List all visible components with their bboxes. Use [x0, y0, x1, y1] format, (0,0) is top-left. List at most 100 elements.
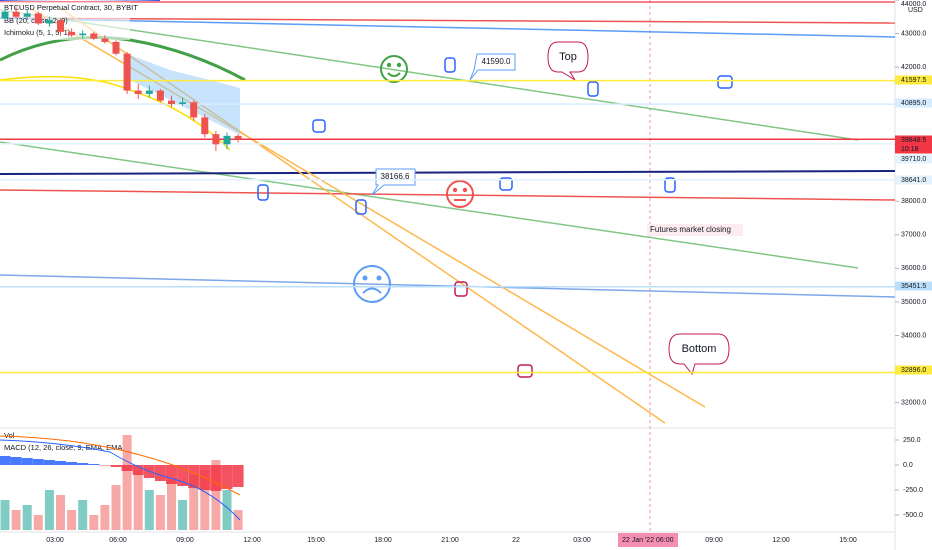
macd-bar — [32, 459, 44, 465]
volume-bar — [155, 495, 165, 530]
candle-body — [156, 90, 164, 101]
price-tick-label: 35000.0 — [901, 299, 926, 306]
level-label: 39710.0 — [901, 156, 926, 163]
macd-bar — [210, 465, 222, 491]
volume-bar — [167, 480, 176, 530]
level-label: 41597.5 — [901, 77, 926, 84]
candle-body — [101, 38, 109, 42]
trend-line — [0, 9, 859, 141]
candle-body — [112, 41, 120, 54]
volume-bar — [233, 510, 243, 530]
volume-bar — [222, 490, 232, 530]
volume-bar — [111, 485, 121, 530]
level-label: 38641.0 — [901, 177, 926, 184]
macd-bar — [166, 465, 177, 484]
cursor-date: 22 Jan '22 — [622, 537, 654, 544]
macd-bar — [99, 465, 111, 466]
candle-body — [190, 102, 198, 118]
candle-body — [68, 31, 76, 36]
indicator-label: Ichimoku (5, 1, 5, 1) — [4, 28, 71, 37]
hand-icons — [257, 57, 733, 215]
price-tick-label: 43000.0 — [901, 30, 926, 37]
trend-line — [0, 141, 859, 269]
time-label: 15:00 — [839, 537, 857, 544]
bubble-text: Bottom — [682, 343, 717, 355]
price-tick-label: 32000.0 — [901, 399, 926, 406]
level-label: 35451.5 — [901, 283, 926, 290]
time-label: 06:00 — [109, 537, 127, 544]
volume-bar — [133, 470, 143, 530]
volume-bar — [0, 500, 10, 530]
macd-line — [0, 439, 241, 521]
candle-body — [1, 11, 9, 19]
macd-bar — [55, 461, 66, 465]
time-label: 03:00 — [573, 537, 591, 544]
candle-body — [134, 90, 142, 94]
level-label: 32896.0 — [901, 367, 926, 374]
pane-label: MACD (12, 26, close, 9, EMA, EMA) — [4, 443, 125, 452]
note-text: Futures market closing — [650, 225, 731, 234]
level-label-bg — [895, 135, 932, 154]
price-tick-label: 44000.0 — [901, 1, 926, 8]
icons — [257, 55, 733, 378]
level-label: 39848.5 — [901, 137, 926, 144]
macd-bar — [154, 465, 166, 481]
volume-bar — [144, 490, 154, 530]
time-label: 12:00 — [243, 537, 261, 544]
macd-bar — [177, 465, 189, 486]
volume-bar — [211, 460, 221, 530]
candle-body — [234, 135, 242, 140]
cursor-time: 06:00 — [656, 537, 674, 544]
volume-bar — [178, 500, 188, 530]
candle-body — [223, 135, 231, 145]
candle-body — [145, 90, 153, 94]
macd-tick-label: 0.0 — [903, 462, 913, 469]
candle-body — [12, 11, 20, 17]
macd-bar — [88, 464, 100, 465]
volume-bar — [189, 475, 199, 530]
trend-line — [0, 17, 896, 24]
macd-bar — [77, 463, 89, 465]
macd-bar — [121, 465, 133, 471]
macd-bar — [232, 465, 244, 487]
trend-line — [0, 170, 896, 175]
time-label: 21:00 — [441, 537, 459, 544]
macd-bar — [0, 456, 11, 465]
level-label-bg — [895, 75, 932, 85]
bubble — [668, 333, 730, 376]
macd-bar — [10, 457, 22, 465]
currency: USD — [908, 7, 923, 14]
candle-body — [57, 20, 64, 32]
time-label: 18:00 — [374, 537, 392, 544]
macd-bar — [132, 465, 144, 475]
volume-bar — [67, 510, 77, 530]
candle-body — [90, 33, 98, 39]
candle-body — [34, 13, 42, 24]
candle-body — [168, 100, 175, 104]
macd-tick-label: -500.0 — [903, 512, 923, 519]
macd-bar — [66, 462, 78, 465]
bubble-text: Top — [559, 51, 577, 63]
ichimoku-cloud — [130, 55, 240, 135]
smiley — [380, 55, 408, 83]
volume-bar — [44, 490, 54, 530]
volume-bar — [22, 505, 32, 530]
time-label: 22 — [512, 537, 520, 544]
callout-text: 41590.0 — [482, 57, 511, 66]
level-label-bg — [895, 281, 932, 291]
price-tick-label: 37000.0 — [901, 232, 926, 239]
legend-bg — [0, 2, 130, 40]
candle-body — [79, 33, 87, 36]
price-tick-label: 36000.0 — [901, 265, 926, 272]
neutral-face — [446, 180, 474, 208]
callout-box — [469, 53, 516, 81]
macd-tick-label: 250.0 — [903, 437, 921, 444]
volume-bar — [122, 435, 132, 530]
pane-label: Vol — [4, 431, 15, 440]
volume-bar — [11, 510, 21, 530]
volume-bar — [33, 515, 43, 530]
candle-body — [123, 53, 131, 91]
annotations: 41590.0 38166.6 Top Bottom Futures marke… — [371, 41, 743, 376]
